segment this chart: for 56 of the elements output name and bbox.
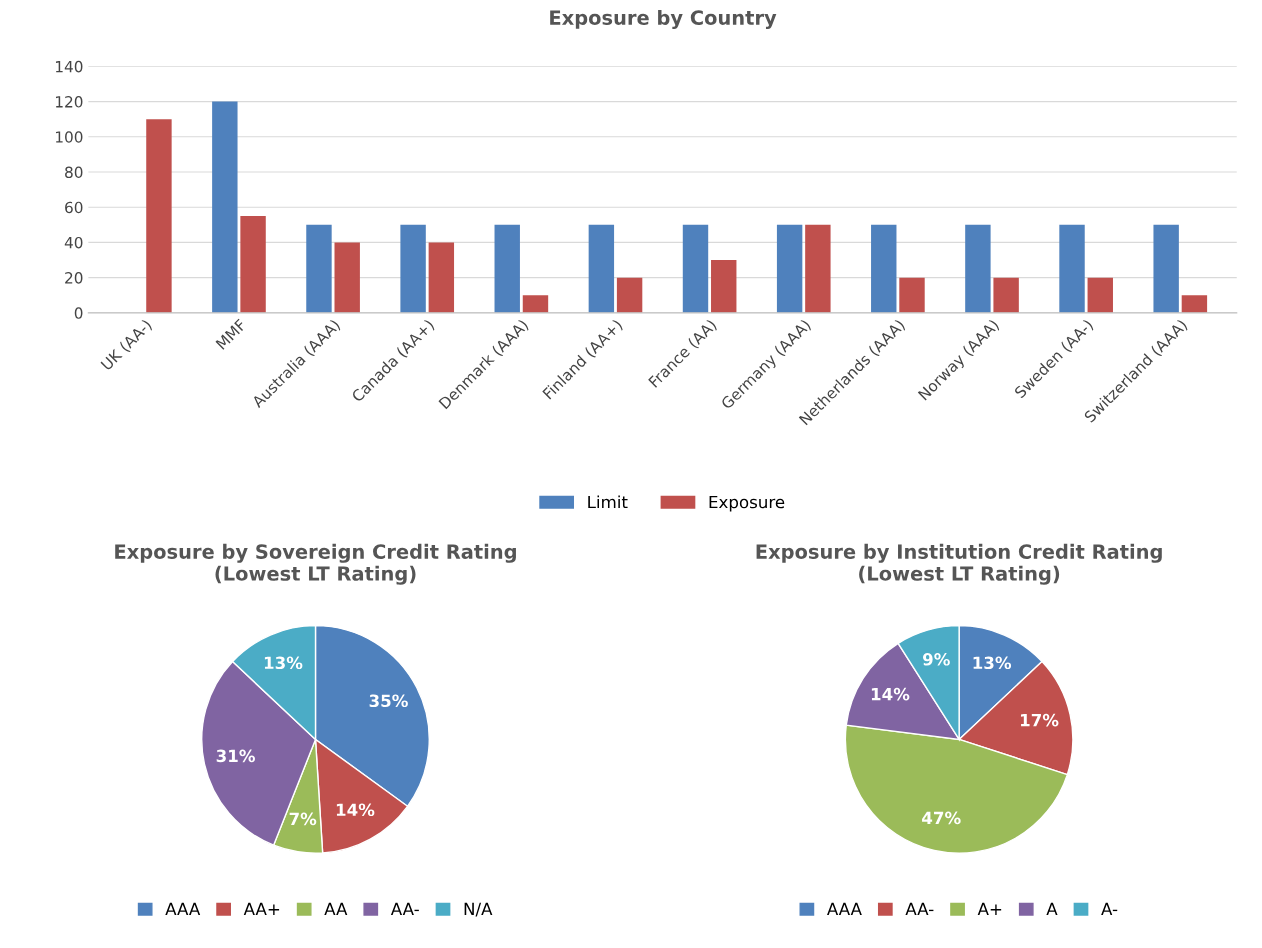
legend-label: Limit: [588, 495, 628, 509]
data-label: 31%: [216, 749, 255, 763]
legend-label: AA-: [390, 902, 419, 915]
bar: [899, 277, 925, 313]
bar: [616, 277, 643, 313]
y-tick-label: 0: [74, 307, 83, 319]
bar: [240, 216, 266, 313]
y-tick-label: 140: [56, 60, 83, 73]
data-label: 7%: [289, 812, 317, 826]
bar: [306, 224, 332, 313]
bar: [334, 242, 360, 313]
bar: [871, 224, 897, 313]
y-tick-label: 40: [64, 236, 83, 249]
legend-label: AA: [324, 902, 348, 915]
bar: [494, 224, 520, 313]
bar: [1181, 295, 1208, 313]
legend-label: AAA: [827, 902, 862, 915]
bar: [805, 224, 831, 313]
legend-label: Exposure: [709, 495, 785, 512]
bar: [682, 224, 709, 313]
legend-label: A+: [977, 902, 1002, 915]
bar: [428, 242, 455, 313]
data-label: 35%: [369, 694, 408, 708]
data-label: 9%: [922, 653, 950, 666]
y-tick-label: 80: [65, 166, 83, 179]
data-label: 17%: [1020, 713, 1059, 727]
legend-label: N/A: [464, 902, 493, 917]
legend-label: AA-: [905, 902, 934, 915]
legend-label: A-: [1101, 902, 1118, 915]
bar: [1059, 224, 1085, 313]
chart-title: Exposure by Institution Credit Rating (Lowest LT Rating): [756, 543, 1162, 585]
data-label: 13%: [264, 656, 303, 670]
bar: [588, 224, 615, 313]
legend-label: AA+: [243, 902, 280, 915]
bar: [522, 295, 549, 313]
legend-label: AAA: [165, 902, 201, 915]
legend-label: A: [1046, 902, 1058, 915]
bar: [1087, 277, 1113, 313]
data-label: 47%: [922, 811, 961, 825]
data-label: 13%: [973, 656, 1012, 670]
y-tick-label: 120: [56, 96, 83, 108]
y-tick-label: 60: [65, 201, 83, 214]
bar: [146, 119, 172, 313]
chart-title: Exposure by Country: [550, 9, 777, 29]
bar: [212, 101, 238, 313]
bar: [1153, 224, 1179, 313]
bar: [711, 260, 737, 313]
bar: [965, 224, 991, 313]
bar: [400, 224, 426, 313]
data-label: 14%: [336, 803, 375, 817]
bar: [993, 277, 1019, 313]
chart-title: Exposure by Sovereign Credit Rating (Lowest LT Rating): [115, 543, 516, 585]
data-label: 14%: [871, 687, 910, 701]
bar: [776, 224, 803, 313]
y-tick-label: 100: [56, 131, 83, 143]
y-tick-label: 20: [65, 272, 83, 284]
